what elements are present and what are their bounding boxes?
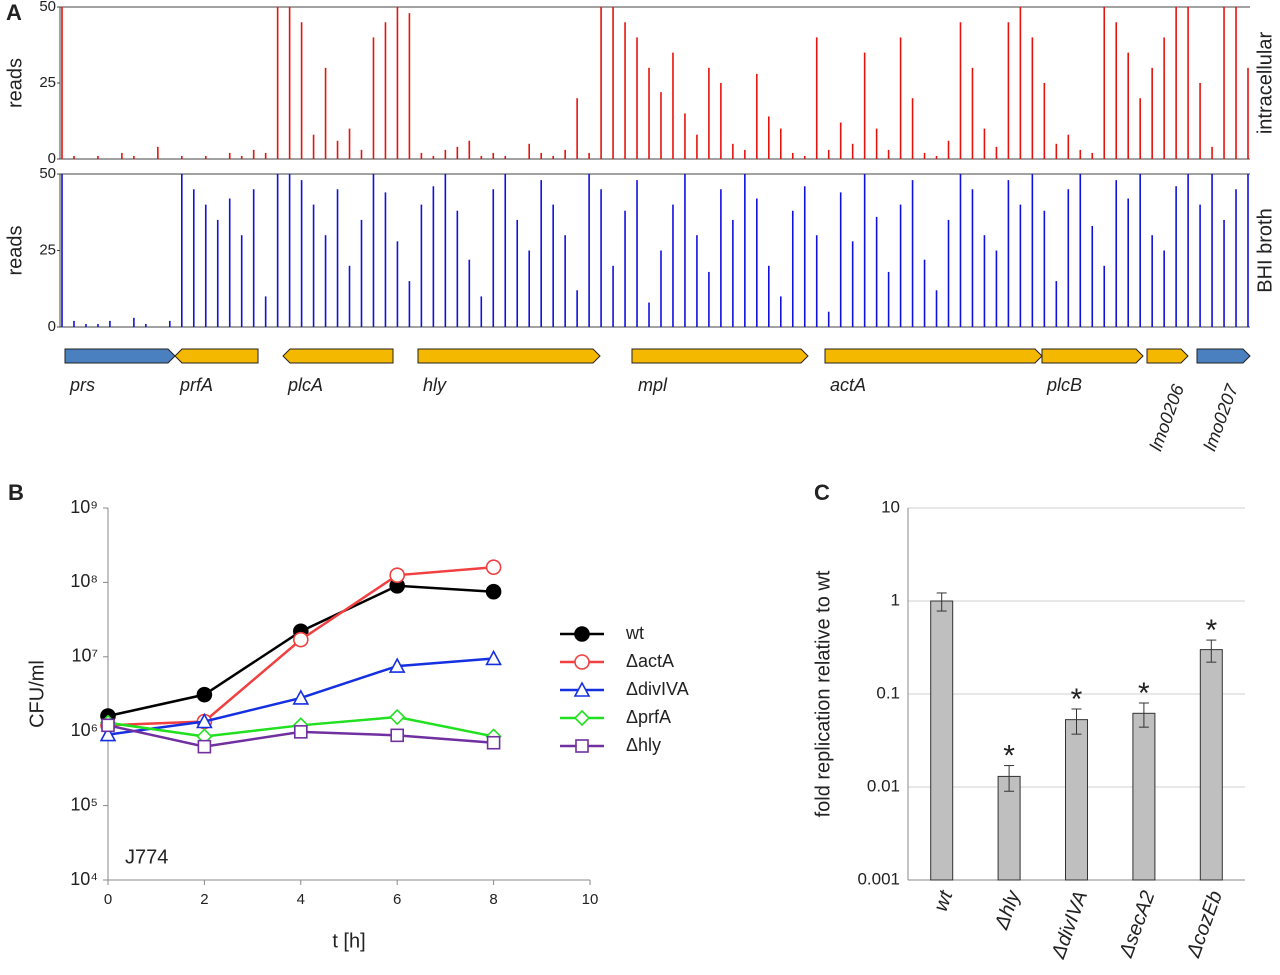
x-tick-label: Δhly bbox=[990, 887, 1025, 933]
y-tick-label: 0.001 bbox=[857, 869, 900, 888]
marker bbox=[574, 654, 590, 670]
legend-label: wt bbox=[625, 623, 644, 643]
marker bbox=[485, 583, 502, 600]
y-axis-label: fold replication relative to wt bbox=[812, 570, 834, 817]
track-label: BHI broth bbox=[1254, 208, 1276, 292]
y-tick-label: 50 bbox=[39, 0, 56, 15]
track-label: intracellular bbox=[1254, 32, 1276, 135]
gene-label: lmo0207 bbox=[1200, 381, 1243, 454]
marker bbox=[197, 739, 212, 754]
y-tick-label: 25 bbox=[39, 241, 56, 258]
significance-mark: * bbox=[1138, 677, 1150, 710]
marker bbox=[388, 657, 406, 673]
gene-arrow bbox=[1041, 348, 1144, 364]
bar bbox=[1199, 649, 1223, 881]
y-tick-label: 50 bbox=[39, 165, 56, 182]
marker bbox=[101, 718, 115, 733]
marker bbox=[389, 567, 406, 583]
bar bbox=[997, 775, 1021, 881]
y-tick-label: 25 bbox=[39, 74, 56, 91]
marker bbox=[486, 735, 501, 750]
legend-label: ΔactA bbox=[626, 651, 674, 671]
bar bbox=[1132, 712, 1156, 881]
y-tick-label: 10⁸ bbox=[70, 571, 98, 591]
gene-label: hly bbox=[423, 375, 447, 395]
marker bbox=[292, 631, 309, 648]
gene-label: prfA bbox=[179, 375, 213, 395]
marker bbox=[196, 686, 213, 703]
y-tick-label: 0 bbox=[48, 318, 56, 335]
significance-mark: * bbox=[1205, 614, 1217, 647]
marker bbox=[390, 728, 405, 743]
gene-label: mpl bbox=[638, 375, 668, 395]
gene-arrow bbox=[1196, 348, 1251, 364]
legend-label: ΔprfA bbox=[626, 707, 671, 727]
x-tick-label: 0 bbox=[104, 891, 112, 908]
y-tick-label: 10⁷ bbox=[71, 646, 98, 666]
significance-mark: * bbox=[1071, 683, 1083, 716]
y-tick-label: 0.01 bbox=[867, 776, 900, 795]
marker bbox=[389, 708, 406, 726]
gene-arrow bbox=[282, 348, 394, 364]
panel-label: C bbox=[814, 480, 830, 505]
gene-label: lmo0206 bbox=[1146, 381, 1189, 454]
x-tick-label: ΔsecA2 bbox=[1115, 888, 1160, 961]
marker bbox=[485, 649, 502, 666]
marker bbox=[485, 559, 502, 576]
marker bbox=[196, 712, 213, 729]
panel-label: B bbox=[8, 480, 24, 505]
marker bbox=[293, 725, 308, 739]
panel-label: A bbox=[6, 0, 22, 25]
legend-label: Δhly bbox=[626, 735, 661, 755]
x-tick-label: 2 bbox=[200, 891, 208, 908]
bar bbox=[930, 600, 954, 881]
y-axis-label: CFU/ml bbox=[26, 660, 48, 728]
gene-label: prs bbox=[69, 375, 95, 395]
marker bbox=[573, 709, 591, 727]
x-tick-label: 10 bbox=[582, 891, 599, 908]
gene-arrow bbox=[824, 348, 1043, 364]
gene-arrow bbox=[631, 348, 809, 364]
y-tick-label: 10⁴ bbox=[70, 869, 98, 889]
legend-label: ΔdivIVA bbox=[626, 679, 689, 699]
marker bbox=[573, 681, 591, 697]
y-axis-label: reads bbox=[4, 58, 26, 108]
gene-arrow bbox=[417, 348, 601, 364]
marker bbox=[292, 689, 310, 705]
x-tick-label: ΔcozEb bbox=[1182, 888, 1227, 961]
bar bbox=[1065, 719, 1088, 881]
y-tick-label: 0.1 bbox=[876, 683, 900, 702]
marker bbox=[575, 739, 589, 753]
y-tick-label: 0 bbox=[48, 150, 56, 167]
significance-mark: * bbox=[1003, 739, 1015, 772]
gene-arrow bbox=[64, 348, 176, 364]
marker bbox=[574, 626, 590, 642]
x-axis-label: t [h] bbox=[332, 930, 365, 952]
gene-arrow bbox=[1146, 348, 1189, 364]
x-tick-label: 8 bbox=[489, 891, 497, 908]
y-tick-label: 10⁶ bbox=[71, 720, 98, 740]
x-tick-label: ΔdivIVA bbox=[1047, 888, 1092, 962]
gene-label: actA bbox=[830, 375, 866, 395]
gene-arrow bbox=[174, 348, 259, 364]
x-tick-label: wt bbox=[930, 887, 958, 915]
x-tick-label: 6 bbox=[393, 891, 401, 908]
gene-label: plcB bbox=[1046, 375, 1082, 395]
y-tick-label: 10 bbox=[881, 497, 900, 516]
annotation: J774 bbox=[125, 846, 168, 868]
gene-label: plcA bbox=[287, 375, 323, 395]
y-axis-label: reads bbox=[4, 225, 26, 275]
x-tick-label: 4 bbox=[297, 891, 305, 908]
y-tick-label: 10⁹ bbox=[70, 497, 98, 517]
marker bbox=[99, 725, 117, 742]
y-tick-label: 1 bbox=[891, 590, 900, 609]
y-tick-label: 10⁵ bbox=[71, 794, 98, 814]
